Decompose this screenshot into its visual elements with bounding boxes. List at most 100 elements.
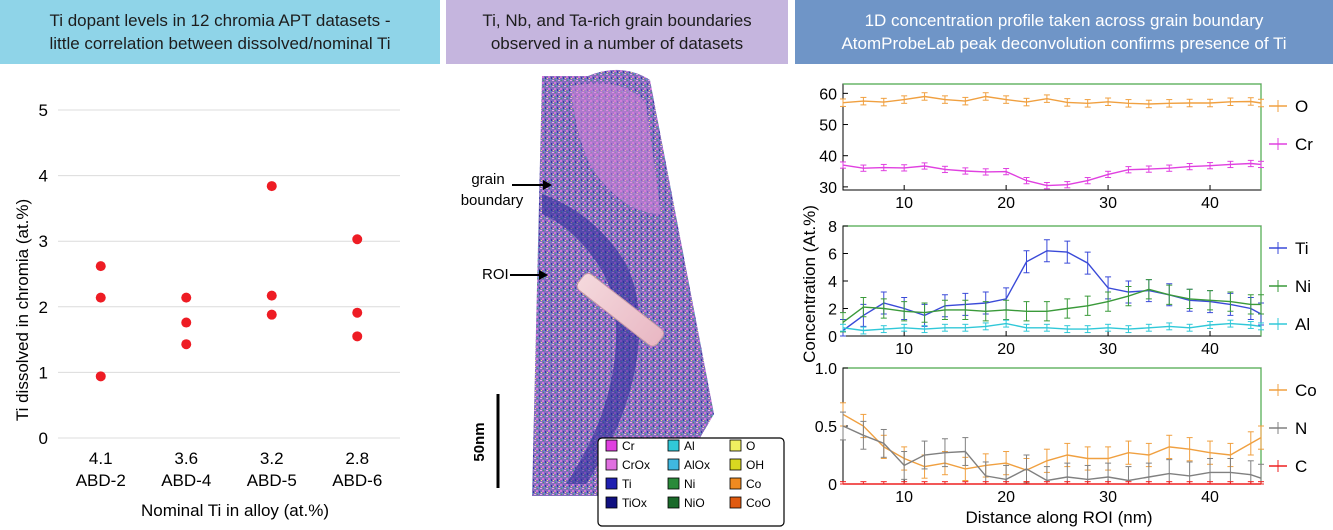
legend-label: Co xyxy=(746,477,762,491)
scatter-point xyxy=(352,234,363,245)
legend-label: CrOx xyxy=(622,458,650,472)
legend-swatch xyxy=(667,439,680,452)
panel-x-tick-label: 40 xyxy=(1201,489,1219,506)
scatter-point xyxy=(95,292,106,303)
panel-y-tick-label: 30 xyxy=(819,180,837,197)
legend-label-Cr: Cr xyxy=(1295,135,1313,154)
series-Ni xyxy=(840,279,1264,333)
grain-boundary-arrowhead xyxy=(543,180,552,190)
scatter-x-tick-name: ABD-2 xyxy=(76,471,126,490)
profile-y-axis-label: Concentration (At.%) xyxy=(800,205,819,363)
ion-legend: Cr Al O CrOx AlOx OH Ti Ni Co TiOx NiO CoO xyxy=(597,437,785,527)
right-header: 1D concentration profile taken across gr… xyxy=(795,0,1333,64)
panel-x-tick-label: 30 xyxy=(1099,341,1117,358)
roi-cylinder xyxy=(576,273,665,347)
roi-arrowhead xyxy=(539,270,548,280)
scatter-point xyxy=(181,292,192,303)
panel-x-tick-label: 40 xyxy=(1201,195,1219,212)
scatter-x-tick-name: ABD-5 xyxy=(247,471,297,490)
legend-swatch xyxy=(729,439,742,452)
legend-label: O xyxy=(746,439,755,453)
series-O xyxy=(840,92,1264,109)
series-line-Ti xyxy=(842,250,1262,332)
scatter-x-tick-nominal: 2.8 xyxy=(345,449,369,468)
series-line-Co xyxy=(842,413,1262,471)
series-N xyxy=(840,411,1264,485)
right-header-line2: AtomProbeLab peak deconvolution confirms… xyxy=(841,34,1287,53)
grain-boundary-band xyxy=(542,194,640,484)
scale-bar-label: 50nm xyxy=(471,422,488,461)
scatter-point xyxy=(352,331,363,342)
legend-swatch xyxy=(667,477,680,490)
legend-swatch xyxy=(605,496,618,509)
panel-x-tick-label: 10 xyxy=(895,489,913,506)
roi-label: ROI xyxy=(482,266,509,283)
series-line-Al xyxy=(842,322,1262,332)
legend-label-Al: Al xyxy=(1295,315,1310,334)
scatter-gridlines xyxy=(58,109,400,439)
legend-swatch xyxy=(605,439,618,452)
legend-label: OH xyxy=(746,458,764,472)
scatter-y-ticks: 0 1 2 3 4 5 xyxy=(39,101,48,448)
scatter-x-tick-name: ABD-6 xyxy=(332,471,382,490)
series-C xyxy=(840,481,1264,485)
series-line-Cr xyxy=(842,162,1262,187)
legend-label: CoO xyxy=(746,496,771,510)
scatter-point xyxy=(181,317,192,328)
series-Cr xyxy=(840,159,1264,190)
scatter-point xyxy=(95,371,106,382)
legend-label-N: N xyxy=(1295,419,1307,438)
panel-x-tick-label: 30 xyxy=(1099,195,1117,212)
profile-panel: 30 40 50 60 10 20 30 40 O Cr xyxy=(819,83,1313,212)
middle-header-line1: Ti, Nb, and Ta-rich grain boundaries xyxy=(482,11,752,30)
scatter-y-tick-label: 4 xyxy=(39,167,48,186)
legend-label: Al xyxy=(684,439,695,453)
scatter-y-axis-label: Ti dissolved in chromia (at.%) xyxy=(13,199,32,421)
boundary-label: boundary xyxy=(461,192,524,209)
legend-swatch xyxy=(605,458,618,471)
profile-panel: 0 2 4 6 8 10 20 30 40 Ti Ni Al xyxy=(828,219,1311,358)
scatter-point xyxy=(266,309,277,320)
apt-reconstruction: grain boundary ROI 50nm Cr Al O CrOx AlOx OH T… xyxy=(461,69,785,527)
profile-panel: 0 0.5 1.0 10 20 30 40 Co NC xyxy=(815,361,1317,506)
scatter-y-tick-label: 5 xyxy=(39,101,48,120)
legend-label-O: O xyxy=(1295,97,1308,116)
panel-x-tick-label: 20 xyxy=(997,489,1015,506)
panel-y-tick-label: 40 xyxy=(819,149,837,166)
scatter-y-tick-label: 3 xyxy=(39,232,48,251)
legend-label: Ti xyxy=(622,477,632,491)
scatter-points xyxy=(95,181,363,382)
panel-y-tick-label: 0.5 xyxy=(815,419,837,436)
scatter-point xyxy=(266,181,277,192)
legend-swatch xyxy=(605,477,618,490)
legend-swatch xyxy=(667,458,680,471)
middle-header-line2: observed in a number of datasets xyxy=(490,34,744,53)
right-header-line1: 1D concentration profile taken across gr… xyxy=(864,11,1264,30)
panel-y-tick-label: 4 xyxy=(828,274,837,291)
scatter-point xyxy=(181,339,192,350)
scatter-x-axis-label: Nominal Ti in alloy (at.%) xyxy=(141,501,329,520)
scatter-x-tick-nominal: 4.1 xyxy=(89,449,113,468)
apt-tip-upper-pink xyxy=(571,83,661,214)
legend-label: Cr xyxy=(622,439,635,453)
panel-frame xyxy=(842,367,1262,485)
legend-label-Ni: Ni xyxy=(1295,277,1311,296)
scatter-point xyxy=(266,290,277,301)
panel-y-tick-label: 1.0 xyxy=(815,361,837,378)
legend-swatch xyxy=(667,496,680,509)
profile-x-axis-label: Distance along ROI (nm) xyxy=(965,508,1152,527)
series-line-N xyxy=(842,425,1262,482)
left-header: Ti dopant levels in 12 chromia APT datas… xyxy=(0,0,440,64)
legend-label-Co: Co xyxy=(1295,381,1317,400)
panel-y-tick-label: 8 xyxy=(828,219,837,236)
panel-x-tick-label: 20 xyxy=(997,341,1015,358)
panel-y-tick-label: 60 xyxy=(819,86,837,103)
legend-label: NiO xyxy=(684,496,705,510)
scatter-point xyxy=(95,261,106,272)
panel-x-tick-label: 20 xyxy=(997,195,1015,212)
scatter-x-tick-name: ABD-4 xyxy=(161,471,211,490)
scatter-y-tick-label: 1 xyxy=(39,363,48,382)
series-Co xyxy=(840,402,1264,483)
panel-y-tick-label: 2 xyxy=(828,302,837,319)
